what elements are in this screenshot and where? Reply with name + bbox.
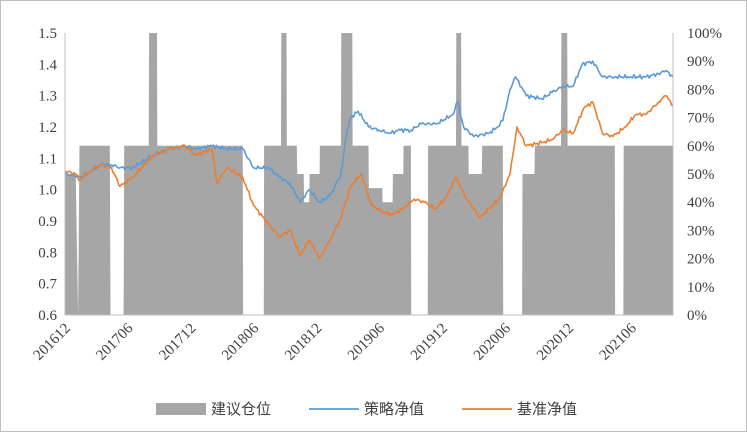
series-line-2 — [64, 94, 674, 260]
y-right-tick-label: 40% — [687, 195, 715, 211]
x-tick-label: 202106 — [597, 320, 640, 363]
legend-label: 基准净值 — [517, 400, 577, 418]
y-left-tick-label: 0.6 — [38, 308, 57, 324]
x-tick-label: 201712 — [156, 321, 199, 364]
x-tick-label: 202006 — [471, 320, 514, 363]
y-right-tick-label: 0% — [687, 308, 707, 324]
y-left-tick-label: 1.3 — [38, 89, 57, 105]
x-tick-label: 202012 — [534, 321, 577, 364]
y-left-tick-label: 0.8 — [38, 245, 57, 261]
legend-label: 策略净值 — [364, 400, 424, 418]
y-right-tick-label: 20% — [687, 252, 715, 268]
y-left-tick-label: 1.0 — [38, 183, 57, 199]
x-tick-label: 201806 — [219, 320, 262, 363]
y-left-tick-label: 0.7 — [38, 277, 57, 293]
y-right-tick-label: 100% — [687, 26, 722, 42]
y-right-tick-label: 80% — [687, 82, 715, 98]
legend-swatch — [156, 403, 206, 415]
y-right-tick-label: 60% — [687, 139, 715, 155]
x-tick-label: 201906 — [345, 320, 388, 363]
position-area-layer — [65, 33, 673, 315]
y-right-tick-label: 10% — [687, 280, 715, 296]
x-tick-label: 201612 — [31, 321, 74, 364]
x-tick-label: 201812 — [282, 321, 325, 364]
y-right-tick-label: 90% — [687, 54, 715, 70]
legend: 建议仓位 策略净值 基准净值 — [156, 400, 577, 418]
series-area-position — [65, 33, 673, 315]
y-right-tick-label: 70% — [687, 111, 715, 127]
y-left-tick-label: 1.1 — [38, 151, 57, 167]
nav-lines-layer — [64, 60, 674, 260]
legend-label: 建议仓位 — [211, 400, 271, 418]
y-right-tick-label: 50% — [687, 167, 715, 183]
x-tick-label: 201706 — [93, 320, 136, 363]
y-left-tick-label: 1.5 — [38, 26, 57, 42]
y-left-tick-label: 0.9 — [38, 214, 57, 230]
x-tick-label: 201912 — [408, 321, 451, 364]
y-right-tick-label: 30% — [687, 223, 715, 239]
y-left-tick-label: 1.2 — [38, 120, 57, 136]
y-left-tick-label: 1.4 — [38, 57, 57, 73]
